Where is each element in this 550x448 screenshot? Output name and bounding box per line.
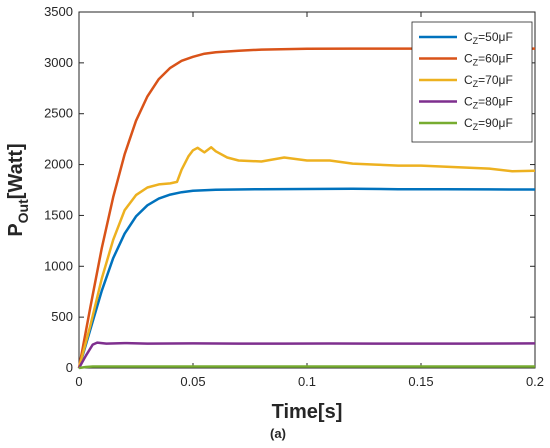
legend-label-sub: Z — [473, 58, 479, 68]
legend-label-tail: =80μF — [478, 95, 513, 109]
legend-label-main: C — [464, 52, 473, 66]
y-tick-label: 1000 — [44, 258, 73, 273]
legend-label: CZ=90μF — [464, 116, 513, 132]
legend-label-main: C — [464, 30, 473, 44]
series-line — [78, 365, 535, 370]
legend-label-main: C — [464, 73, 473, 87]
x-tick-label: 0.1 — [298, 374, 316, 389]
legend-label-main: C — [464, 95, 473, 109]
legend-label-sub: Z — [473, 79, 479, 89]
x-tick-label: 0.05 — [180, 374, 205, 389]
legend-label-tail: =50μF — [478, 30, 513, 44]
x-tick-label: 0.2 — [526, 374, 544, 389]
y-axis-label: POut[Watt] — [5, 143, 31, 236]
figure-caption: (a) — [270, 426, 286, 441]
y-axis-label-main: P — [5, 223, 27, 236]
x-axis-label: Time[s] — [272, 401, 343, 423]
axis-ticks: 0 0.05 0.1 0.15 0.2 0 500 1000 1500 2000 2500 3000 3… — [44, 4, 544, 389]
y-axis-label-tail: [Watt] — [5, 143, 27, 199]
y-tick-label: 3000 — [44, 55, 73, 70]
y-tick-label: 0 — [66, 360, 73, 375]
y-axis-label-sub: Out — [15, 199, 31, 223]
x-tick-label: 0 — [75, 374, 82, 389]
legend-label-main: C — [464, 116, 473, 130]
series-line — [77, 187, 536, 369]
legend-label: CZ=50μF — [464, 30, 513, 46]
legend-label-tail: =70μF — [478, 73, 513, 87]
y-tick-label: 2000 — [44, 157, 73, 172]
legend-label-sub: Z — [473, 101, 479, 111]
legend-label: CZ=80μF — [464, 95, 513, 111]
y-tick-label: 500 — [51, 309, 73, 324]
series-lines — [77, 47, 536, 370]
y-tick-label: 1500 — [44, 207, 73, 222]
legend-label-sub: Z — [473, 122, 479, 132]
y-tick-label: 3500 — [44, 4, 73, 19]
series-line — [77, 47, 535, 369]
legend-label-tail: =90μF — [478, 116, 513, 130]
y-tick-label: 2500 — [44, 106, 73, 121]
legend-label-tail: =60μF — [478, 52, 513, 66]
legend-label: CZ=60μF — [464, 52, 513, 68]
legend-label-sub: Z — [473, 36, 479, 46]
x-tick-label: 0.15 — [408, 374, 433, 389]
series-line — [77, 341, 536, 369]
series-line — [77, 146, 536, 369]
legend-label: CZ=70μF — [464, 73, 513, 89]
